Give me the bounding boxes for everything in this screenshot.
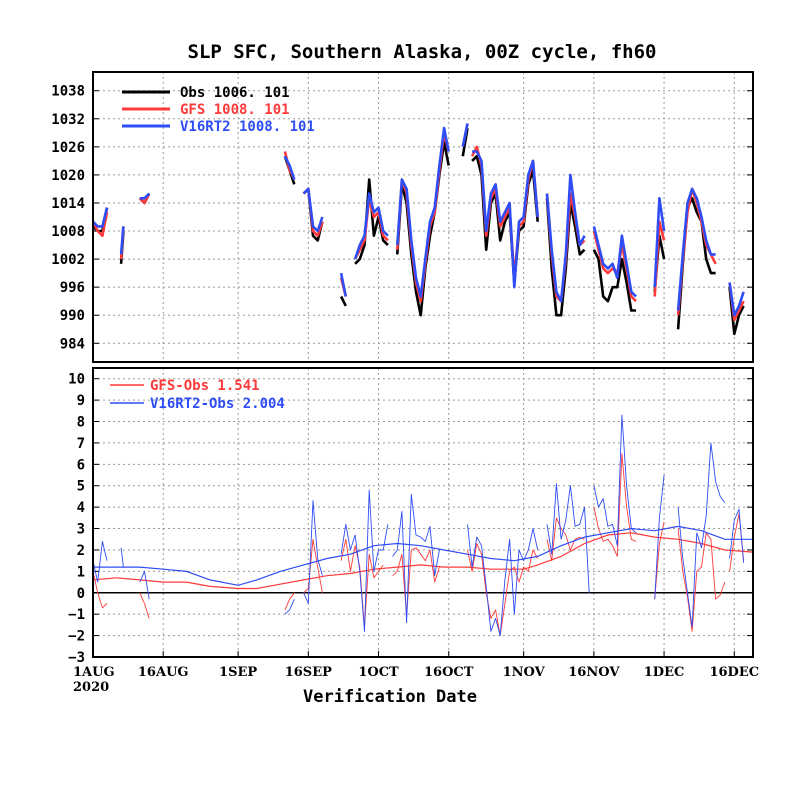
error-line-gfs-obs [284,592,295,611]
running-mean-line-v16rt2-obs [93,525,753,586]
y-tick-label: 996 [60,280,85,296]
series-line-v16rt2 [653,197,666,288]
y-tick-label: 990 [60,308,85,324]
y-tick-label: −2 [68,629,85,645]
x-tick-label: 1OCT [358,665,399,680]
y-tick-label: 984 [60,336,85,352]
error-line-gfs-obs [139,592,150,619]
series-line-v16rt2 [461,123,469,148]
y-tick-label: 10 [68,372,85,388]
series-line-gfs [91,212,109,237]
y-tick-label: 1 [77,564,85,580]
series-line-v16rt2 [353,192,389,260]
x-tick-label: 16DEC [709,665,759,680]
error-line-v16rt2-obs [340,489,389,632]
error-line-gfs-obs [467,543,539,637]
series-line-obs [676,197,716,330]
x-tick-label: 16OCT [424,665,474,680]
running-mean-line-gfs-obs [92,532,754,590]
error-line-gfs-obs [340,538,384,628]
x-tick-label: 1AUG [73,665,115,680]
error-panel: −3 −2 −1 0 1 2 3 4 5 6 7 8 9 10 GFS-Obs 1.541 V16RT2-Ob… [68,367,754,666]
y-tick-label: 9 [77,393,85,409]
series-line-v16rt2 [472,150,539,289]
error-line-gfs-obs [303,538,323,594]
y-tick-label: 1008 [51,224,85,240]
error-line-v16rt2-obs [392,493,440,624]
error-line-v16rt2-obs [139,570,150,600]
x-axis-label: Verification Date [303,687,477,707]
y-tick-label: 2 [77,543,85,559]
error-line-v16rt2-obs [92,540,108,583]
y-tick-label: 1014 [51,196,85,212]
y-tick-label: 3 [77,522,85,538]
legend-label: V16RT2 1008. 101 [180,119,315,135]
y-tick-label: 7 [77,436,85,452]
x-tick-label: 1SEP [219,665,257,680]
error-line-gfs-obs [92,571,108,609]
y-tick-label: 1038 [51,84,85,100]
y-tick-label: 0 [77,586,85,602]
series-line-v16rt2 [396,126,450,298]
error-line-v16rt2-obs [303,500,323,604]
series-line-v16rt2 [283,155,296,181]
error-line-gfs-obs [654,522,665,600]
x-tick-label: 16SEP [285,665,332,680]
error-line-v16rt2-obs [593,414,637,547]
x-tick-label: 1NOV [503,665,546,680]
x-tick-label: 16AUG [138,665,189,680]
legend-label: GFS-Obs 1.541 [150,378,260,394]
error-line-v16rt2-obs [284,599,295,615]
error-line-v16rt2-obs [654,474,665,600]
y-tick-label: −3 [68,650,85,666]
series-line-obs [339,295,347,307]
chart-title: SLP SFC, Southern Alaska, 00Z cycle, fh6… [188,41,657,63]
y-tick-label: 1026 [51,140,85,156]
legend-label: GFS 1008. 101 [180,102,290,118]
y-tick-label: −1 [68,607,85,623]
error-line-v16rt2-obs [467,524,539,637]
series-line-v16rt2 [302,187,324,233]
series-line-v16rt2 [139,192,151,200]
error-line-gfs-obs [593,453,637,557]
series-line-v16rt2 [728,282,745,317]
error-line-v16rt2-obs [677,442,726,628]
error-line-gfs-obs [677,528,726,632]
x-tick-label: 1DEC [644,665,685,680]
legend-label: V16RT2-Obs 2.004 [150,396,285,412]
y-tick-label: 8 [77,415,85,431]
x-tick-label: 16NOV [568,665,620,680]
y-tick-label: 6 [77,457,85,473]
y-tick-label: 1032 [51,112,85,128]
series-line-v16rt2 [676,187,716,311]
panel-frame [92,71,754,363]
slp-panel: 984 990 996 1002 1008 1014 1020 1026 1032 1038 Obs… [51,71,754,363]
error-line-gfs-obs [392,547,440,617]
series-line-v16rt2 [592,226,637,298]
series-line-v16rt2 [545,173,586,303]
series-line-v16rt2 [339,272,348,297]
error-line-v16rt2-obs [546,483,590,593]
x-axis: 1AUG 16AUG 1SEP 16SEP 1OCT 16OCT 1NOV 16NOV 1DEC… [73,651,759,695]
legend-label: Obs 1006. 101 [180,85,290,101]
y-tick-label: 1020 [51,168,85,184]
error-line-v16rt2-obs [120,547,124,568]
y-tick-label: 4 [77,500,85,516]
y-tick-label: 5 [77,479,85,495]
x-year-label: 2020 [73,680,109,695]
error-line-gfs-obs [546,517,585,562]
series-line-v16rt2 [92,207,109,228]
series-line-obs [592,249,636,312]
panel-frame [92,367,754,658]
series-line-v16rt2 [119,226,125,255]
y-tick-label: 1002 [51,252,85,268]
